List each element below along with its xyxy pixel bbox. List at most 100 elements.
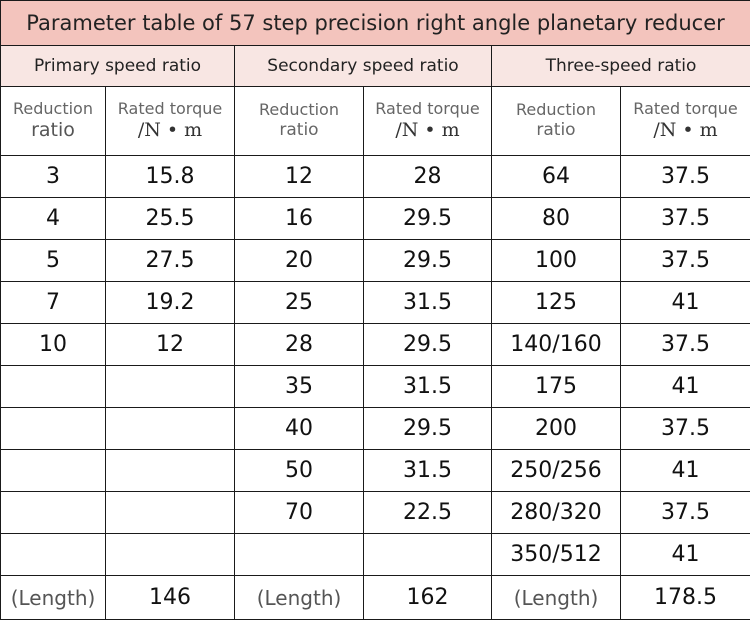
- table-title: Parameter table of 57 step precision rig…: [0, 0, 750, 46]
- reduction-ratio-cell: 200: [491, 407, 621, 450]
- rated-torque-cell: 31.5: [363, 449, 492, 492]
- rated-torque-cell: 37.5: [619, 155, 750, 198]
- rated-torque-cell: 37.5: [619, 491, 750, 534]
- reduction-ratio-cell: 350/512: [491, 533, 621, 576]
- rated-torque-cell: [105, 533, 235, 576]
- length-label: (Length): [0, 575, 106, 620]
- rated-torque-cell: 28: [363, 155, 492, 198]
- reduction-ratio-cell: 4: [0, 197, 106, 240]
- rated-torque-cell: 37.5: [619, 407, 750, 450]
- rated-torque-cell: 27.5: [105, 239, 235, 282]
- table-row: 10 12 28 29.5 140/160 37.5: [0, 323, 750, 366]
- rated-torque-cell: 29.5: [363, 407, 492, 450]
- reduction-ratio-cell: 175: [491, 365, 621, 408]
- reduction-ratio-cell: 7: [0, 281, 106, 324]
- reduction-ratio-cell: 140/160: [491, 323, 621, 366]
- rated-torque-cell: 29.5: [363, 197, 492, 240]
- rated-torque-cell: 15.8: [105, 155, 235, 198]
- rated-torque-cell: 22.5: [363, 491, 492, 534]
- header-line: /N • m: [137, 119, 203, 142]
- rated-torque-cell: 41: [619, 449, 750, 492]
- group-header-3: Three-speed ratio: [490, 45, 750, 87]
- rated-torque-cell: 37.5: [619, 197, 750, 240]
- rated-torque-header: Rated torque/N • m: [619, 86, 750, 156]
- reduction-ratio-cell: 40: [234, 407, 364, 450]
- reduction-ratio-header: Reduction ratio: [0, 86, 106, 156]
- reduction-ratio-cell: 250/256: [491, 449, 621, 492]
- rated-torque-cell: [105, 365, 235, 408]
- rated-torque-cell: 41: [619, 365, 750, 408]
- table-row: 3 15.8 12 28 64 37.5: [0, 155, 750, 198]
- length-value: 178.5: [619, 575, 750, 620]
- table-row: 7 19.2 25 31.5 125 41: [0, 281, 750, 324]
- group-header-2: Secondary speed ratio: [234, 45, 492, 87]
- table-row: 70 22.5 280/320 37.5: [0, 491, 750, 534]
- rated-torque-cell: 25.5: [105, 197, 235, 240]
- rated-torque-cell: 41: [619, 533, 750, 576]
- header-line: Rated torque: [375, 99, 480, 119]
- reduction-ratio-header: Reduction ratio: [491, 86, 621, 156]
- table-row: 5 27.5 20 29.5 100 37.5: [0, 239, 750, 282]
- header-line: ratio: [536, 120, 576, 141]
- rated-torque-cell: 29.5: [363, 323, 492, 366]
- reduction-ratio-cell: 20: [234, 239, 364, 282]
- header-line: /N • m: [653, 119, 718, 142]
- rated-torque-header: Rated torque/N • m: [105, 86, 235, 156]
- reduction-ratio-cell: 28: [234, 323, 364, 366]
- length-row: (Length) 146 (Length) 162 (Length) 178.5: [0, 575, 750, 620]
- header-line: Reduction: [259, 100, 339, 120]
- header-line: Rated torque: [117, 99, 223, 119]
- reduction-ratio-cell: [0, 449, 106, 492]
- table-row: 50 31.5 250/256 41: [0, 449, 750, 492]
- reduction-ratio-cell: 3: [0, 155, 106, 198]
- length-label: (Length): [491, 575, 621, 620]
- table-row: 40 29.5 200 37.5: [0, 407, 750, 450]
- header-line: ratio: [279, 120, 319, 141]
- sub-header-row: Reduction ratio Rated torque/N • m Reductio…: [0, 86, 750, 156]
- reduction-ratio-cell: [0, 365, 106, 408]
- length-value: 146: [105, 575, 235, 620]
- reduction-ratio-cell: 70: [234, 491, 364, 534]
- group-header-row: Primary speed ratio Secondary speed ratio…: [0, 45, 750, 87]
- reduction-ratio-cell: 16: [234, 197, 364, 240]
- rated-torque-cell: 31.5: [363, 365, 492, 408]
- length-label: (Length): [234, 575, 364, 620]
- reduction-ratio-cell: 125: [491, 281, 621, 324]
- header-line: ratio: [31, 119, 75, 142]
- reduction-ratio-cell: [0, 407, 106, 450]
- rated-torque-cell: [105, 491, 235, 534]
- rated-torque-cell: 31.5: [363, 281, 492, 324]
- table-row: 35 31.5 175 41: [0, 365, 750, 408]
- rated-torque-cell: 37.5: [619, 239, 750, 282]
- rated-torque-cell: 12: [105, 323, 235, 366]
- rated-torque-cell: [105, 449, 235, 492]
- reduction-ratio-cell: 10: [0, 323, 106, 366]
- reduction-ratio-header: Reduction ratio: [234, 86, 364, 156]
- reduction-ratio-cell: [234, 533, 364, 576]
- header-line: Reduction: [13, 99, 93, 119]
- rated-torque-cell: 41: [619, 281, 750, 324]
- rated-torque-header: Rated torque/N • m: [363, 86, 492, 156]
- reduction-ratio-cell: 64: [491, 155, 621, 198]
- rated-torque-cell: 37.5: [619, 323, 750, 366]
- reduction-ratio-cell: 25: [234, 281, 364, 324]
- reduction-ratio-cell: 5: [0, 239, 106, 282]
- reduction-ratio-cell: 280/320: [491, 491, 621, 534]
- rated-torque-cell: [105, 407, 235, 450]
- group-header-1: Primary speed ratio: [0, 45, 235, 87]
- header-line: /N • m: [395, 119, 460, 142]
- table-row: 4 25.5 16 29.5 80 37.5: [0, 197, 750, 240]
- reduction-ratio-cell: [0, 533, 106, 576]
- reduction-ratio-cell: [0, 491, 106, 534]
- reduction-ratio-cell: 35: [234, 365, 364, 408]
- reduction-ratio-cell: 100: [491, 239, 621, 282]
- table-row: 350/512 41: [0, 533, 750, 576]
- length-value: 162: [363, 575, 492, 620]
- reduction-ratio-cell: 80: [491, 197, 621, 240]
- reduction-ratio-cell: 12: [234, 155, 364, 198]
- title-row: Parameter table of 57 step precision rig…: [0, 0, 750, 46]
- rated-torque-cell: 19.2: [105, 281, 235, 324]
- rated-torque-cell: [363, 533, 492, 576]
- rated-torque-cell: 29.5: [363, 239, 492, 282]
